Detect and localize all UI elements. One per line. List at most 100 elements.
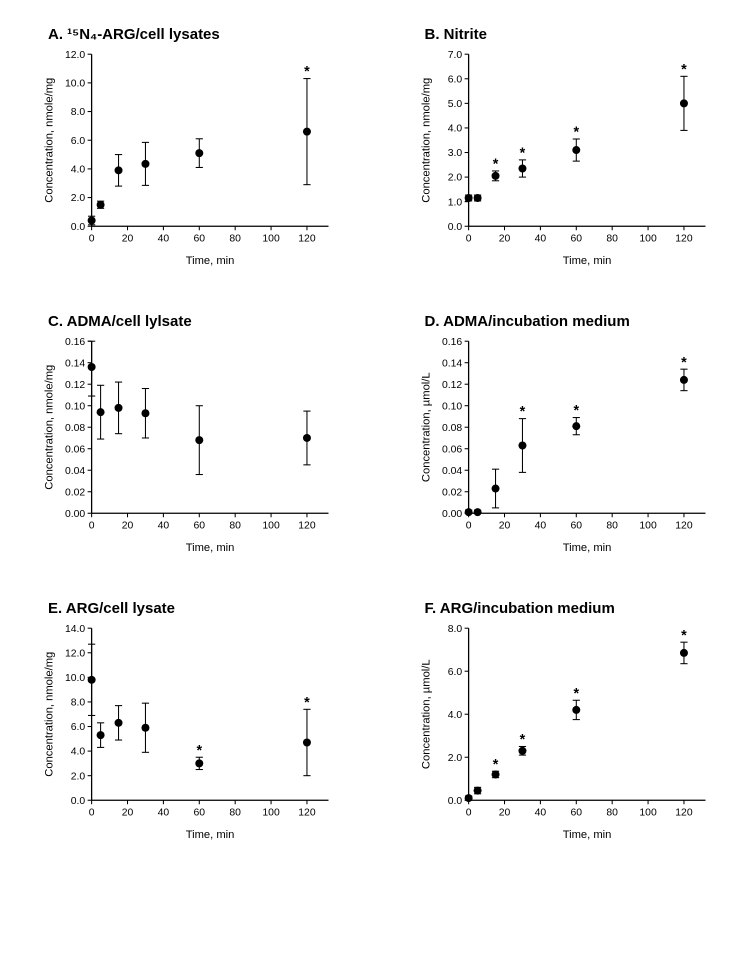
svg-text:20: 20	[122, 808, 134, 819]
svg-text:0.0: 0.0	[447, 222, 462, 233]
svg-text:120: 120	[675, 808, 693, 819]
svg-text:100: 100	[639, 233, 657, 244]
svg-text:0: 0	[89, 808, 95, 819]
svg-text:*: *	[573, 125, 579, 141]
svg-text:0.00: 0.00	[65, 509, 85, 520]
panel-a: A. ¹⁵N₄-ARG/cell lysates 0 20 40 60 80 100 120…	[40, 16, 337, 271]
svg-text:6.0: 6.0	[447, 74, 462, 85]
svg-text:60: 60	[570, 808, 582, 819]
svg-text:60: 60	[570, 233, 582, 244]
svg-text:0: 0	[465, 808, 471, 819]
svg-text:20: 20	[122, 521, 134, 532]
svg-text:*: *	[573, 686, 579, 702]
svg-text:4.0: 4.0	[447, 124, 462, 135]
svg-text:*: *	[196, 743, 202, 759]
svg-text:*: *	[519, 145, 525, 161]
panel-e: E. ARG/cell lysate 0 20 40 60 80 100 120 0.0 2.0…	[40, 590, 337, 845]
svg-text:0.00: 0.00	[441, 509, 461, 520]
svg-text:100: 100	[262, 233, 280, 244]
svg-text:Time, min: Time, min	[186, 542, 235, 554]
panel-f-plot: 0 20 40 60 80 100 120 0.0 2.0 4.0 6.0 8.0 Time, min C…	[420, 624, 705, 841]
svg-text:Concentration, µmol/L: Concentration, µmol/L	[420, 372, 432, 482]
svg-text:*: *	[681, 355, 687, 371]
svg-text:6.0: 6.0	[71, 136, 86, 147]
panel-e-title: E. ARG/cell lysate	[48, 600, 176, 618]
svg-text:4.0: 4.0	[71, 165, 86, 176]
svg-text:12.0: 12.0	[65, 50, 85, 61]
panel-a-title: A. ¹⁵N₄-ARG/cell lysates	[48, 26, 220, 43]
panel-d-plot: 0 20 40 60 80 100 120 0.00 0.02 0.04 0.06 0.08 0.10 0…	[420, 337, 705, 554]
svg-text:100: 100	[639, 808, 657, 819]
svg-text:8.0: 8.0	[447, 624, 462, 635]
svg-text:12.0: 12.0	[65, 649, 85, 660]
svg-text:1.0: 1.0	[447, 197, 462, 208]
svg-text:*: *	[519, 732, 525, 748]
svg-text:2.0: 2.0	[447, 173, 462, 184]
svg-text:2.0: 2.0	[71, 771, 86, 782]
svg-text:60: 60	[570, 521, 582, 532]
svg-text:Time, min: Time, min	[562, 542, 611, 554]
svg-text:80: 80	[606, 808, 618, 819]
svg-text:20: 20	[498, 808, 510, 819]
svg-text:100: 100	[639, 521, 657, 532]
svg-text:0.12: 0.12	[65, 380, 85, 391]
svg-text:120: 120	[298, 521, 316, 532]
svg-text:0.06: 0.06	[65, 444, 85, 455]
svg-text:10.0: 10.0	[65, 673, 85, 684]
svg-text:20: 20	[498, 521, 510, 532]
svg-text:2.0: 2.0	[71, 193, 86, 204]
panel-d: D. ADMA/incubation medium 0 20 40 60 80 100 12…	[417, 303, 714, 558]
svg-text:Time, min: Time, min	[186, 829, 235, 841]
svg-text:80: 80	[229, 808, 241, 819]
svg-text:0.0: 0.0	[447, 796, 462, 807]
panel-f: F. ARG/incubation medium 0 20 40 60 80 100 120…	[417, 590, 714, 845]
svg-text:40: 40	[534, 521, 546, 532]
svg-text:0.14: 0.14	[65, 358, 85, 369]
panel-b-plot: 0 20 40 60 80 100 120 0.0 1.0 2.0 3.0 4.0 5.0 6.0 7.0 T…	[420, 50, 705, 267]
svg-text:120: 120	[298, 233, 316, 244]
svg-text:*: *	[573, 403, 579, 419]
svg-text:120: 120	[675, 521, 693, 532]
svg-text:0.08: 0.08	[65, 423, 85, 434]
svg-text:8.0: 8.0	[71, 698, 86, 709]
svg-text:Time, min: Time, min	[562, 255, 611, 267]
svg-text:60: 60	[194, 808, 206, 819]
svg-text:100: 100	[262, 521, 280, 532]
figure-grid: A. ¹⁵N₄-ARG/cell lysates 0 20 40 60 80 100 120…	[40, 16, 714, 845]
panel-b-title: B. Nitrite	[424, 26, 488, 43]
svg-text:0.12: 0.12	[441, 380, 461, 391]
svg-text:60: 60	[194, 233, 206, 244]
svg-text:Concentration, nmole/mg: Concentration, nmole/mg	[420, 78, 432, 203]
svg-text:*: *	[519, 404, 525, 420]
svg-text:120: 120	[298, 808, 316, 819]
panel-c-title: C. ADMA/cell lylsate	[48, 313, 192, 331]
svg-text:100: 100	[262, 808, 280, 819]
svg-text:40: 40	[158, 233, 170, 244]
svg-text:*: *	[304, 695, 310, 711]
svg-text:0.02: 0.02	[441, 487, 461, 498]
svg-text:40: 40	[158, 808, 170, 819]
svg-text:8.0: 8.0	[71, 107, 86, 118]
svg-text:0.16: 0.16	[65, 337, 85, 348]
svg-text:14.0: 14.0	[65, 624, 85, 635]
svg-text:*: *	[681, 62, 687, 78]
svg-text:0.10: 0.10	[441, 401, 461, 412]
svg-text:80: 80	[229, 521, 241, 532]
svg-text:0.14: 0.14	[441, 358, 461, 369]
svg-text:0.02: 0.02	[65, 487, 85, 498]
svg-text:80: 80	[229, 233, 241, 244]
svg-text:4.0: 4.0	[71, 747, 86, 758]
panel-c: C. ADMA/cell lylsate 0 20 40 60 80 100 120 0.00…	[40, 303, 337, 558]
svg-text:10.0: 10.0	[65, 78, 85, 89]
svg-text:6.0: 6.0	[71, 722, 86, 733]
svg-text:0.16: 0.16	[441, 337, 461, 348]
svg-text:Concentration, µmol/L: Concentration, µmol/L	[420, 660, 432, 770]
svg-text:4.0: 4.0	[447, 710, 462, 721]
svg-text:0: 0	[89, 233, 95, 244]
panel-a-plot: 0 20 40 60 80 100 120 0.0 2.0 4.0 6.0 8.0 10.0 12.0 Ti…	[43, 50, 329, 267]
svg-text:60: 60	[194, 521, 206, 532]
svg-text:0: 0	[89, 521, 95, 532]
svg-text:6.0: 6.0	[447, 667, 462, 678]
svg-text:0.04: 0.04	[441, 466, 461, 477]
svg-text:Concentration, nmole/mg: Concentration, nmole/mg	[43, 365, 55, 490]
